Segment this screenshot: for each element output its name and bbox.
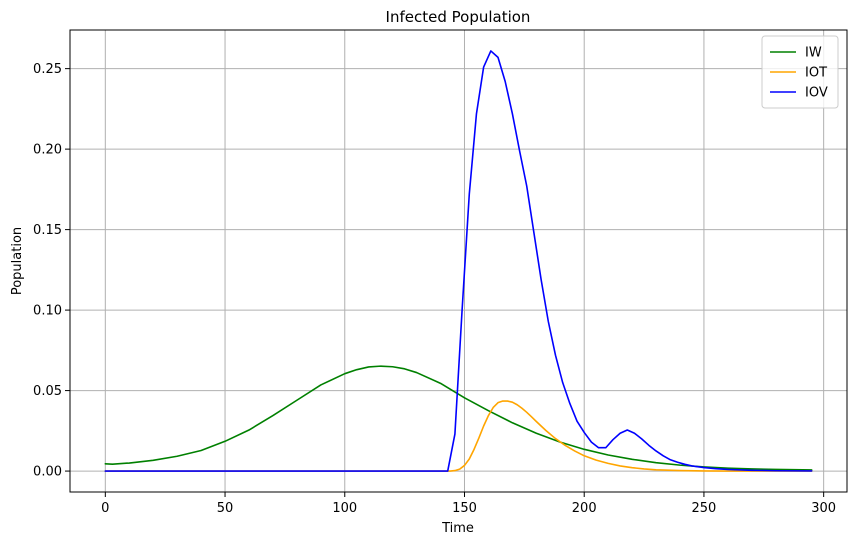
y-tick-label: 0.00 xyxy=(33,465,62,480)
y-tick-label: 0.05 xyxy=(33,384,62,399)
x-tick-label: 250 xyxy=(692,501,717,516)
series-lines xyxy=(104,50,813,472)
x-tick-label: 150 xyxy=(452,501,477,516)
series-line-iw xyxy=(104,365,813,471)
x-axis-label: Time xyxy=(441,521,474,536)
grid-lines xyxy=(70,30,847,492)
legend-label-iov: IOV xyxy=(805,86,828,101)
x-tick-label: 300 xyxy=(811,501,836,516)
x-tick-label: 0 xyxy=(101,501,109,516)
y-tick-label: 0.20 xyxy=(33,143,62,158)
y-tick-label: 0.15 xyxy=(33,223,62,238)
series-line-iov xyxy=(104,50,813,472)
series-line-iot xyxy=(104,400,813,472)
y-axis-label: Population xyxy=(10,227,25,295)
legend-label-iot: IOT xyxy=(805,66,827,81)
plot-frame xyxy=(69,29,848,493)
y-tick-label: 0.10 xyxy=(33,304,62,319)
legend-box xyxy=(761,35,839,109)
y-tick-label: 0.25 xyxy=(33,62,62,77)
chart-title: Infected Population xyxy=(386,8,531,26)
axis-ticks: 0 50 100 150 200 250 300 0.00 0.05 0.10 0.15 0.20 0.… xyxy=(33,62,836,516)
x-tick-label: 200 xyxy=(572,501,597,516)
x-tick-label: 50 xyxy=(217,501,234,516)
legend-label-iw: IW xyxy=(805,46,822,61)
x-tick-label: 100 xyxy=(332,501,357,516)
legend: IW IOT IOV xyxy=(761,35,839,109)
